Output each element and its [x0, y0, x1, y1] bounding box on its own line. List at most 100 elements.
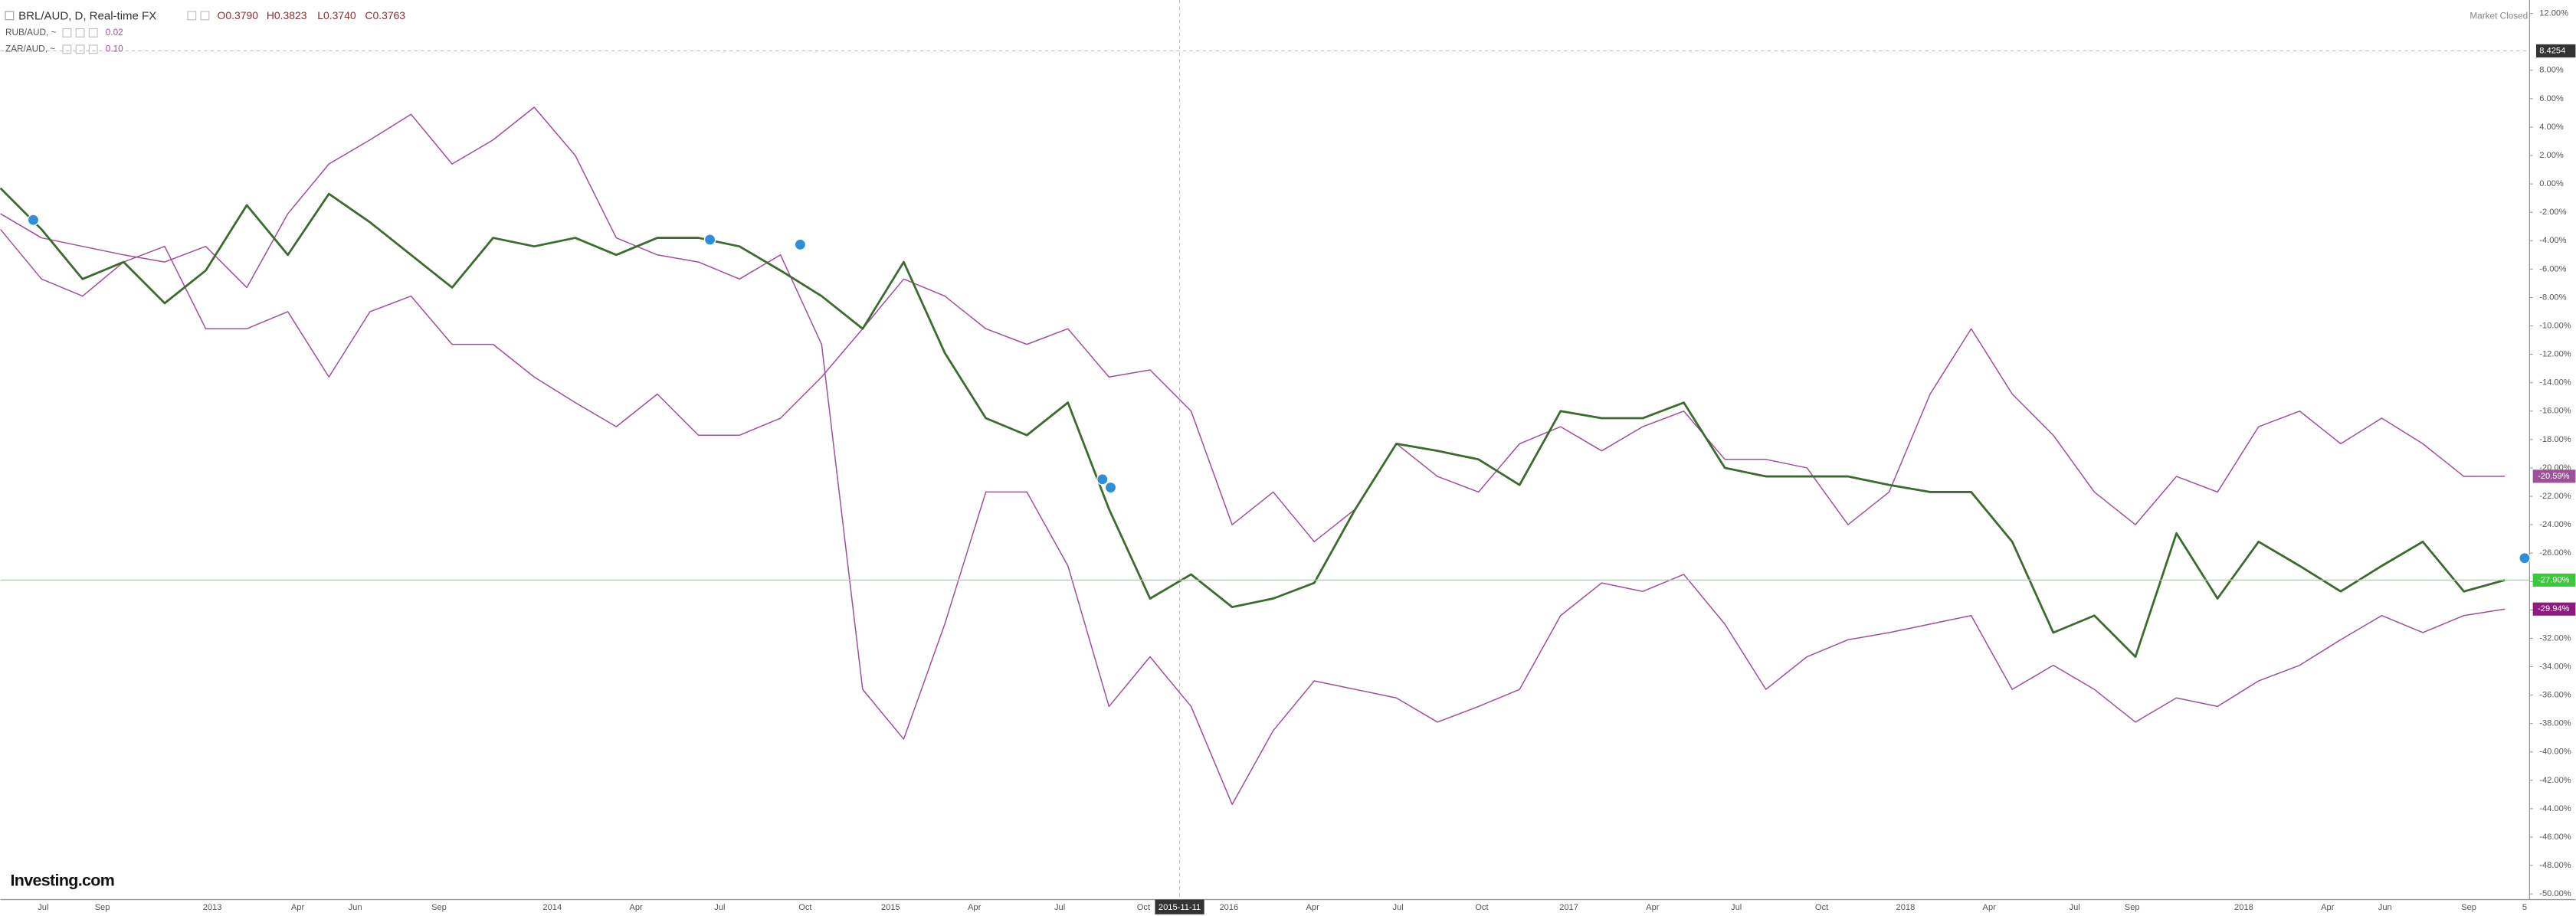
- series-line: [0, 228, 2506, 543]
- x-tick-label: Jun: [349, 903, 362, 912]
- y-tick-label: -38.00%: [2539, 719, 2571, 728]
- x-tick-label: Apr: [1306, 903, 1319, 912]
- y-tick-label: 8.00%: [2539, 66, 2564, 75]
- legend-value: 0.10: [106, 44, 123, 54]
- ohlc-high: H0.3823: [267, 9, 307, 21]
- y-tick-label: -24.00%: [2539, 520, 2571, 529]
- x-tick-label: Oct: [1815, 903, 1829, 912]
- y-tick-label: -32.00%: [2539, 633, 2571, 643]
- y-tick-label: -14.00%: [2539, 378, 2571, 388]
- crosshair-label: 2015-11-11: [1159, 903, 1201, 912]
- y-tick-label: -42.00%: [2539, 776, 2571, 785]
- legend-value: 0.02: [106, 28, 123, 38]
- x-tick-label: Sep: [2461, 903, 2476, 912]
- ohlc-open: O0.3790: [218, 9, 259, 21]
- x-tick-label: 2017: [1559, 903, 1578, 912]
- event-marker: [2519, 552, 2531, 564]
- ohlc-low: L0.3740: [317, 9, 356, 21]
- logo: Investing.com: [10, 872, 114, 890]
- x-tick-label: Oct: [798, 903, 812, 912]
- last-value-label: -29.94%: [2538, 604, 2570, 613]
- y-tick-label: -34.00%: [2539, 662, 2571, 671]
- x-tick-label: Apr: [1646, 903, 1660, 912]
- y-tick-label: -18.00%: [2539, 435, 2571, 444]
- y-tick-label: 12.00%: [2539, 9, 2568, 18]
- y-tick-label: 4.00%: [2539, 123, 2564, 132]
- y-tick-label: -26.00%: [2539, 548, 2571, 558]
- event-marker: [703, 234, 716, 246]
- x-tick-label: 2014: [542, 903, 562, 912]
- settings-icon[interactable]: [187, 11, 197, 21]
- legend-name: ZAR/AUD, ~: [5, 44, 55, 54]
- y-tick-label: -22.00%: [2539, 492, 2571, 501]
- x-tick-label: 5: [2522, 903, 2527, 912]
- x-tick-label: Apr: [2321, 903, 2335, 912]
- x-tick-label: 2013: [203, 903, 222, 912]
- series-line: [0, 187, 2506, 658]
- y-tick-label: 6.00%: [2539, 94, 2564, 103]
- legend-icon: [75, 28, 85, 38]
- y-tick-label: -6.00%: [2539, 264, 2566, 273]
- x-tick-label: Jul: [2070, 903, 2080, 912]
- y-tick-label: -50.00%: [2539, 889, 2571, 898]
- x-tick-label: Oct: [1475, 903, 1489, 912]
- y-tick-label: -16.00%: [2539, 407, 2571, 416]
- x-tick-label: Jul: [38, 903, 48, 912]
- header: BRL/AUD, D, Real-time FX O0.3790 H0.3823…: [5, 9, 2528, 890]
- chart-title: BRL/AUD, D, Real-time FX: [18, 9, 156, 22]
- legend-icon: [62, 28, 72, 38]
- close-icon[interactable]: [200, 11, 210, 21]
- last-value-label: -27.90%: [2538, 575, 2570, 584]
- market-status: Market Closed: [2469, 11, 2528, 21]
- y-tick-label: -46.00%: [2539, 833, 2571, 842]
- event-marker: [1096, 473, 1109, 486]
- x-tick-label: Apr: [968, 903, 982, 912]
- legend-icon: [88, 44, 98, 54]
- event-marker: [1104, 481, 1117, 494]
- event-marker: [794, 238, 807, 251]
- x-tick-label: 2018: [2234, 903, 2253, 912]
- x-tick-label: 2015: [881, 903, 900, 912]
- x-tick-label: Apr: [1983, 903, 1997, 912]
- x-tick-label: Apr: [291, 903, 305, 912]
- x-tick-label: Oct: [1137, 903, 1151, 912]
- y-tick-label: 0.00%: [2539, 179, 2564, 188]
- last-value-label: -20.59%: [2538, 472, 2570, 481]
- event-marker: [27, 214, 40, 226]
- last-value-bg: [2532, 469, 2576, 483]
- x-tick-label: Sep: [95, 903, 110, 912]
- y-tick-label: -44.00%: [2539, 804, 2571, 813]
- x-tick-label: Jul: [1054, 903, 1065, 912]
- x-tick-label: Jul: [1731, 903, 1742, 912]
- last-value-bg: [2532, 573, 2576, 587]
- x-tick-label: 2016: [1219, 903, 1238, 912]
- legend-icon: [75, 44, 85, 54]
- y-tick-label: -36.00%: [2539, 691, 2571, 700]
- legend-name: RUB/AUD, ~: [5, 28, 56, 38]
- collapse-icon[interactable]: [5, 11, 15, 21]
- price-label-bg: [2535, 44, 2576, 58]
- y-tick-label: -10.00%: [2539, 321, 2571, 330]
- legend-icon: [62, 44, 72, 54]
- last-value-bg: [2532, 602, 2576, 616]
- y-tick-label: 2.00%: [2539, 151, 2564, 160]
- ohlc-close: C0.3763: [365, 9, 405, 21]
- x-tick-label: Apr: [629, 903, 643, 912]
- x-tick-label: Jul: [1392, 903, 1403, 912]
- y-tick-label: -2.00%: [2539, 208, 2566, 217]
- y-tick-label: -4.00%: [2539, 236, 2566, 245]
- y-tick-label: -48.00%: [2539, 861, 2571, 870]
- x-tick-label: Jul: [714, 903, 725, 912]
- crosshair-label-bg: [1155, 899, 1204, 914]
- y-tick-label: -12.00%: [2539, 350, 2571, 359]
- price-label: 8.4254: [2539, 46, 2565, 55]
- x-tick-label: Jun: [2378, 903, 2392, 912]
- x-tick-label: Sep: [431, 903, 447, 912]
- legend-icon: [88, 28, 98, 38]
- x-tick-label: Sep: [2125, 903, 2140, 912]
- y-tick-label: -40.00%: [2539, 748, 2571, 757]
- y-tick-label: -8.00%: [2539, 293, 2566, 302]
- series-line: [0, 106, 2506, 806]
